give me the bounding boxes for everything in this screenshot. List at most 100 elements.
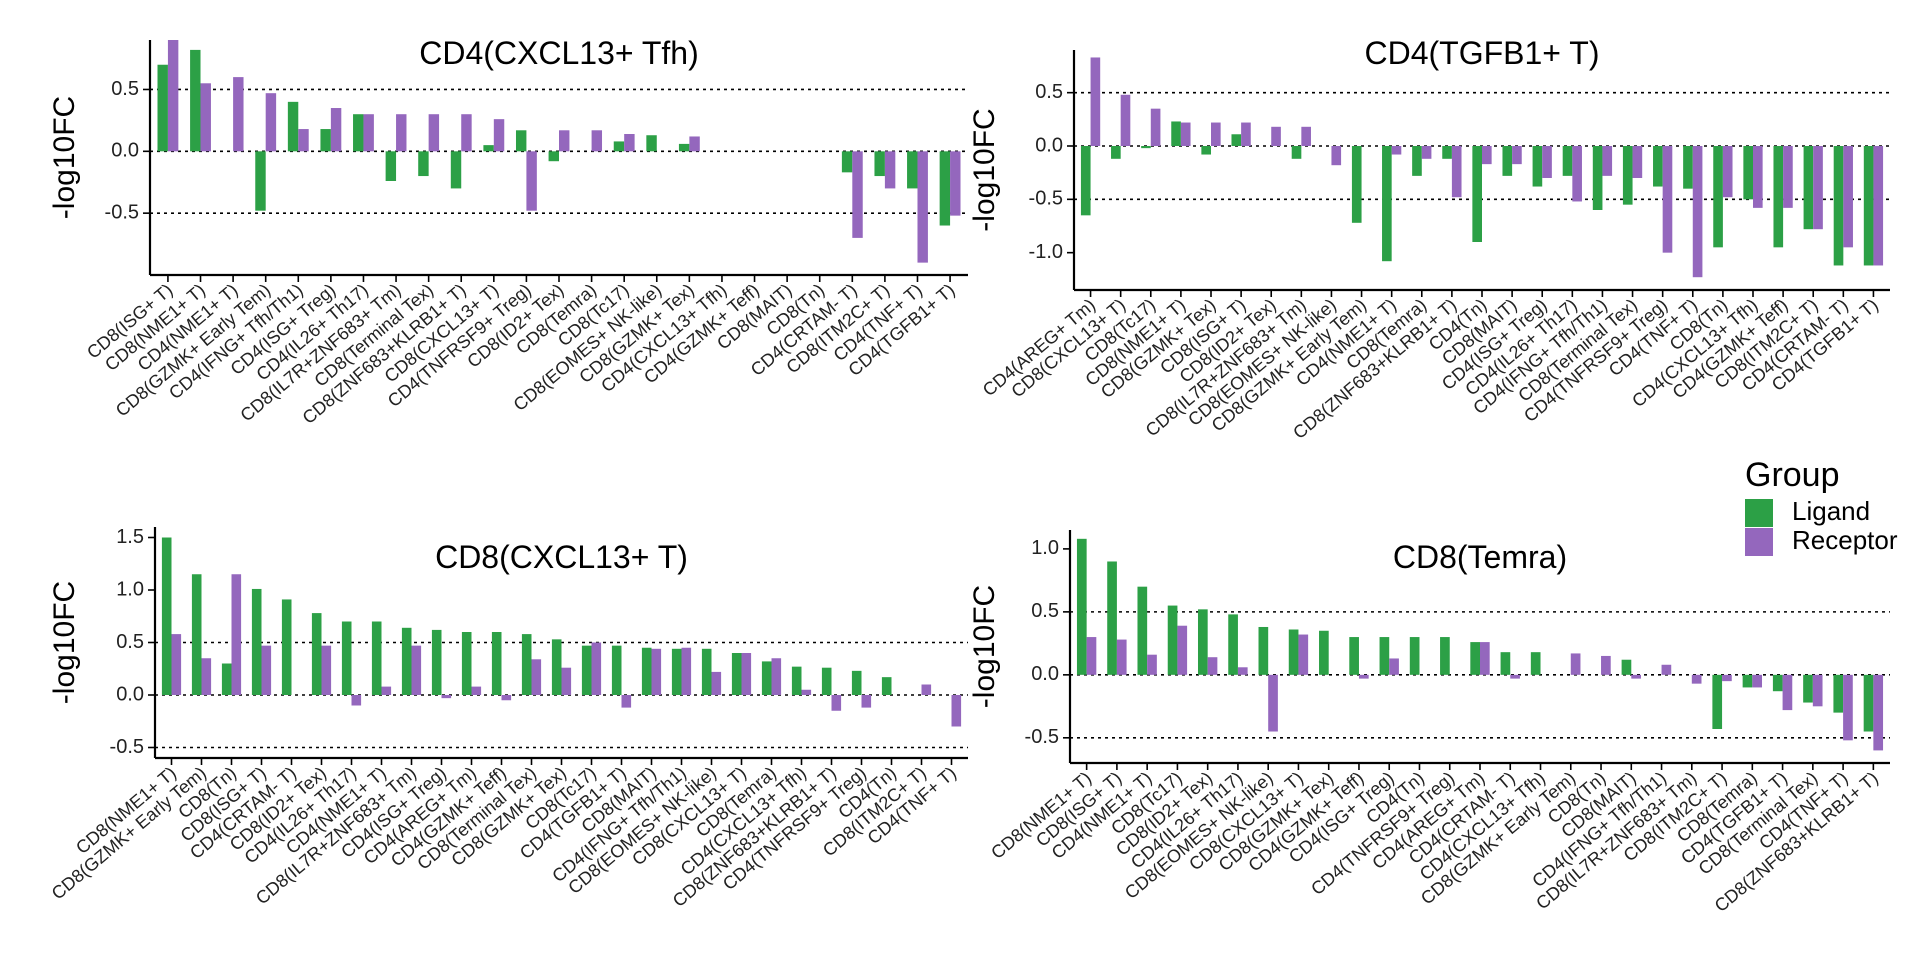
bar-ligand-cd8-gzmk-tex — [678, 143, 690, 152]
bar-ligand-cd4-gzmk-teff — [1349, 637, 1359, 675]
bar-receptor-cd8-id2-tex — [1207, 657, 1218, 675]
panel-title: CD4(CXCL13+ Tfh) — [419, 35, 699, 71]
bar-ligand-cd4-tnfrsf9-treg — [515, 130, 527, 152]
bar-receptor-cd8-mait — [1631, 674, 1641, 679]
bar-receptor-cd4-areg-tm — [1480, 642, 1490, 675]
bar-ligand-cd4-crtam-t — [1500, 652, 1511, 675]
bar-ligand-cd8-nme1-t — [161, 537, 172, 695]
panel-cd4-tgfb1-t: CD4(TGFB1+ T)-log10FC-1.0-0.50.00.5CD4(A… — [968, 35, 1890, 443]
bar-receptor-cd8-id2-tex — [559, 130, 570, 152]
bar-receptor-cd8-isg-t — [167, 40, 179, 152]
bar-receptor-cd4-gzmk-teff — [1358, 674, 1369, 679]
bar-receptor-cd4-nme1-t — [381, 686, 392, 695]
bar-receptor-cd4-tgfb1-t — [1873, 146, 1884, 266]
bar-ligand-cd8-tn — [1713, 146, 1723, 248]
bar-receptor-cd4-isg-treg — [330, 108, 342, 152]
y-tick-label: 0.0 — [1031, 663, 1059, 685]
bar-ligand-cd4-cxcl13-tfh — [1530, 652, 1541, 675]
y-axis-label: -log10FC — [48, 581, 81, 704]
bar-ligand-cd8-terminal-tex — [1622, 146, 1633, 205]
bar-ligand-cd4-gzmk-teff — [1773, 146, 1784, 248]
bar-receptor-cd4-tnfrsf9-treg — [526, 151, 537, 211]
bar-ligand-cd4-nme1-t — [371, 621, 382, 695]
bar-receptor-cd8-znf683-klrb1-t — [461, 114, 472, 152]
bar-receptor-cd4-il26-th17 — [363, 114, 374, 152]
panel-cd8-temra: CD8(Temra)-log10FC-0.50.00.51.0CD8(NME1+… — [968, 530, 1890, 916]
bar-receptor-cd4-gzmk-teff — [501, 695, 512, 701]
bar-ligand-cd8-eomes-nk-like — [1258, 626, 1269, 675]
bar-ligand-cd8-cxcl13-t — [1111, 146, 1121, 159]
bar-ligand-cd4-ifng-tfh-th1 — [1592, 146, 1603, 210]
bar-ligand-cd4-tnfrsf9-treg — [1653, 146, 1663, 187]
bar-ligand-cd8-terminal-tex — [1803, 674, 1813, 703]
bar-ligand-cd4-il26-th17 — [1562, 146, 1573, 176]
bar-receptor-cd8-gzmk-early-tem — [201, 658, 212, 695]
bar-receptor-cd8-gzmk-early-tem — [265, 93, 277, 152]
bar-receptor-cd8-cxcl13-t — [1298, 634, 1309, 675]
bar-ligand-cd8-eomes-nk-like — [701, 648, 712, 695]
bar-receptor-cd8-eomes-nk-like — [1331, 146, 1342, 166]
bar-ligand-cd8-il7r-znf683-tm — [401, 627, 412, 695]
bar-receptor-cd8-terminal-tex — [1632, 146, 1643, 178]
legend-swatch-receptor — [1745, 528, 1773, 556]
bar-receptor-cd8-znf683-klrb1-t — [831, 695, 842, 711]
bar-ligand-cd8-tn — [221, 663, 232, 695]
bar-ligand-cd4-tn — [1409, 637, 1420, 675]
bar-receptor-cd4-isg-treg — [441, 695, 452, 699]
bar-receptor-cd4-tnfrsf9-treg — [861, 695, 872, 708]
bar-receptor-cd4-isg-treg — [1389, 658, 1399, 675]
bar-receptor-cd4-cxcl13-tfh — [801, 689, 812, 695]
legend-swatch-ligand — [1745, 499, 1773, 527]
bar-receptor-cd8-cxcl13-t — [493, 119, 505, 152]
bar-receptor-cd8-tc17 — [1177, 625, 1188, 675]
bar-receptor-cd8-isg-t — [261, 645, 272, 695]
bar-ligand-cd8-gzmk-tex — [1319, 630, 1329, 675]
bar-ligand-cd8-il7r-znf683-tm — [1291, 146, 1302, 159]
bar-receptor-cd8-terminal-tex — [531, 659, 542, 695]
bar-ligand-cd4-isg-treg — [1379, 637, 1390, 675]
bar-receptor-cd4-tnf-t — [951, 695, 962, 727]
bar-ligand-cd4-tgfb1-t — [611, 645, 622, 695]
bar-ligand-cd4-ifng-tfh-th1 — [287, 101, 299, 152]
y-tick-label: 1.5 — [116, 526, 144, 548]
legend-label-receptor: Receptor — [1792, 525, 1898, 555]
bar-ligand-cd4-cxcl13-tfh — [791, 666, 802, 695]
bar-receptor-cd8-il7r-znf683-tm — [411, 645, 422, 695]
bar-ligand-cd8-id2-tex — [311, 613, 322, 695]
bar-ligand-cd8-nme1-t — [1171, 121, 1181, 146]
bar-receptor-cd8-tc17 — [624, 134, 635, 152]
bar-receptor-cd8-id2-tex — [321, 645, 332, 695]
bar-receptor-cd8-itm2c-t — [921, 684, 932, 695]
bar-ligand-cd4-crtam-t — [841, 151, 853, 173]
bar-ligand-cd4-areg-tm — [1080, 146, 1091, 216]
bar-ligand-cd8-cxcl13-t — [1288, 629, 1299, 675]
bar-receptor-cd8-tn — [1601, 655, 1611, 675]
y-axis-label: -log10FC — [48, 96, 81, 219]
y-tick-label: 0.0 — [1035, 134, 1063, 156]
bar-ligand-cd4-tnfrsf9-treg — [1440, 637, 1450, 675]
bar-receptor-cd8-terminal-tex — [1812, 674, 1823, 707]
bar-ligand-cd4-tgfb1-t — [939, 151, 951, 226]
y-tick-label: 0.5 — [111, 78, 139, 100]
bar-receptor-cd4-areg-tm — [1090, 57, 1101, 146]
bar-ligand-cd4-il26-th17 — [1228, 614, 1238, 675]
bar-ligand-cd4-tgfb1-t — [1863, 146, 1874, 266]
bar-receptor-cd4-il26-th17 — [351, 695, 362, 706]
panel-title: CD8(CXCL13+ T) — [435, 539, 688, 575]
bar-ligand-cd4-tnfrsf9-treg — [851, 670, 862, 695]
y-tick-label: -0.5 — [105, 201, 139, 223]
bar-ligand-cd4-tgfb1-t — [1772, 674, 1783, 692]
bar-ligand-cd4-gzmk-teff — [491, 632, 502, 695]
y-tick-label: 1.0 — [1031, 537, 1059, 559]
legend-title: Group — [1745, 456, 1840, 494]
y-axis-label: -log10FC — [968, 108, 1001, 231]
bar-ligand-cd4-areg-tm — [461, 632, 472, 695]
bar-ligand-cd8-id2-tex — [548, 151, 559, 162]
bar-ligand-cd4-crtam-t — [281, 599, 292, 695]
bar-receptor-cd8-znf683-klrb1-t — [1873, 674, 1884, 751]
bar-receptor-cd4-tnf-t — [917, 151, 928, 263]
bar-receptor-cd4-nme1-t — [1391, 146, 1402, 155]
bar-ligand-cd8-terminal-tex — [521, 634, 532, 695]
bar-ligand-cd8-cxcl13-t — [731, 653, 742, 695]
